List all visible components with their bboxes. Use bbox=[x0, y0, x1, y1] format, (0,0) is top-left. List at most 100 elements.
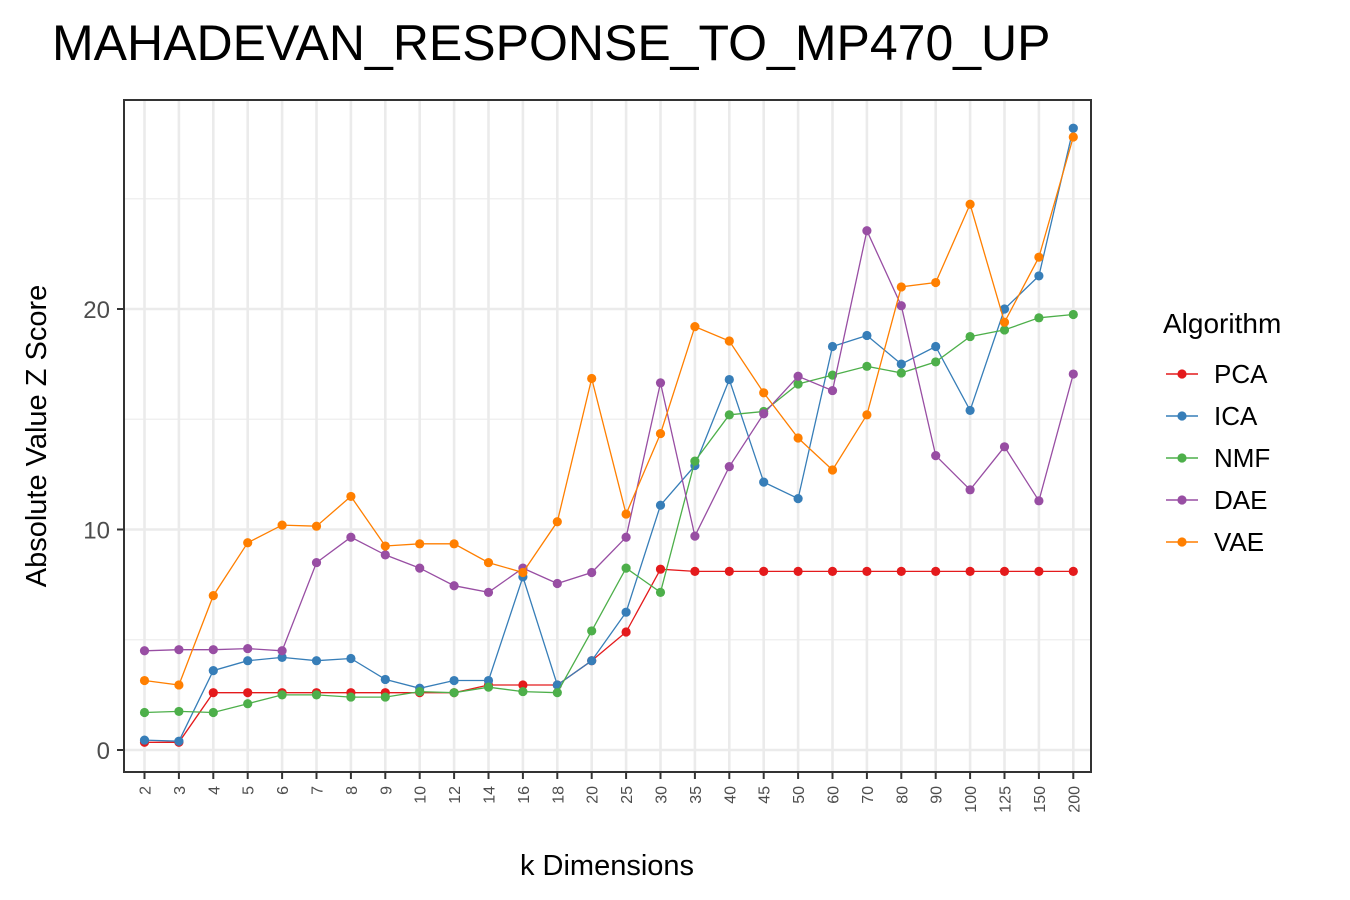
x-tick-label: 125 bbox=[998, 786, 1015, 813]
data-point-dae bbox=[827, 385, 838, 396]
data-point-ica bbox=[311, 656, 322, 666]
data-point-ica bbox=[139, 735, 150, 745]
x-tick-label: 30 bbox=[654, 786, 671, 804]
legend-title: Algorithm bbox=[1163, 308, 1281, 339]
data-point-nmf bbox=[1068, 309, 1078, 320]
legend-key-point bbox=[1177, 411, 1187, 421]
data-point-nmf bbox=[139, 707, 150, 718]
legend-label: NMF bbox=[1214, 443, 1270, 473]
series-line-pca bbox=[144, 568, 1074, 743]
data-point-pca bbox=[862, 566, 872, 576]
data-point-nmf bbox=[621, 563, 631, 573]
series-line-vae bbox=[144, 136, 1074, 686]
x-tick-label: 40 bbox=[722, 786, 739, 804]
data-point-vae bbox=[174, 680, 184, 690]
x-tick-label: 7 bbox=[310, 786, 327, 795]
x-tick-label: 50 bbox=[791, 786, 808, 804]
data-point-vae bbox=[621, 509, 631, 519]
data-point-pca bbox=[655, 564, 666, 574]
series-line-ica bbox=[144, 128, 1074, 742]
data-point-ica bbox=[277, 652, 287, 662]
data-point-pca bbox=[999, 566, 1010, 576]
chart-title: MAHADEVAN_RESPONSE_TO_MP470_UP bbox=[52, 15, 1051, 71]
legend-key-point bbox=[1177, 495, 1187, 505]
x-tick-label: 9 bbox=[378, 786, 395, 795]
legend-label: PCA bbox=[1214, 359, 1268, 389]
data-point-vae bbox=[243, 538, 253, 548]
data-point-vae bbox=[208, 591, 218, 601]
data-point-pca bbox=[243, 688, 253, 698]
data-point-vae bbox=[139, 675, 150, 686]
data-point-pca bbox=[1068, 566, 1078, 576]
data-point-nmf bbox=[243, 699, 253, 709]
data-point-nmf bbox=[552, 688, 562, 698]
x-tick-label: 10 bbox=[413, 786, 430, 804]
legend-key-point bbox=[1177, 453, 1187, 463]
data-point-pca bbox=[931, 566, 941, 576]
x-tick-label: 18 bbox=[550, 786, 567, 804]
data-point-nmf bbox=[931, 357, 941, 367]
data-point-dae bbox=[793, 371, 803, 381]
data-point-ica bbox=[965, 405, 975, 416]
legend-item-dae: DAE bbox=[1166, 485, 1267, 515]
data-point-dae bbox=[655, 378, 666, 388]
data-point-dae bbox=[277, 646, 287, 656]
data-point-ica bbox=[827, 341, 838, 352]
data-point-nmf bbox=[311, 690, 322, 700]
data-point-vae bbox=[965, 199, 975, 209]
x-tick-label: 60 bbox=[826, 786, 843, 804]
data-point-dae bbox=[931, 451, 941, 461]
data-point-pca bbox=[793, 566, 803, 576]
series-line-dae bbox=[144, 228, 1074, 652]
data-point-dae bbox=[483, 587, 494, 597]
series-nmf bbox=[139, 309, 1078, 718]
data-point-ica bbox=[1068, 123, 1078, 133]
data-point-pca bbox=[896, 566, 906, 576]
data-point-ica bbox=[380, 674, 390, 685]
x-tick-label: 4 bbox=[206, 786, 223, 795]
data-point-vae bbox=[759, 388, 769, 398]
data-point-dae bbox=[621, 532, 631, 542]
data-point-dae bbox=[862, 226, 872, 236]
data-point-ica bbox=[931, 341, 941, 352]
data-point-nmf bbox=[346, 692, 356, 702]
legend-item-vae: VAE bbox=[1166, 527, 1264, 557]
legend-key-point bbox=[1177, 369, 1187, 379]
data-point-nmf bbox=[449, 688, 459, 698]
data-point-vae bbox=[518, 567, 528, 578]
data-point-pca bbox=[827, 566, 838, 576]
data-point-dae bbox=[415, 563, 425, 573]
data-point-vae bbox=[587, 373, 597, 384]
legend-label: VAE bbox=[1214, 527, 1264, 557]
data-point-vae bbox=[827, 465, 838, 475]
data-point-vae bbox=[346, 491, 356, 502]
data-point-vae bbox=[862, 410, 872, 420]
data-point-vae bbox=[449, 539, 459, 549]
x-tick-label: 70 bbox=[860, 786, 877, 804]
data-point-ica bbox=[483, 675, 494, 686]
x-tick-label: 8 bbox=[344, 786, 361, 795]
data-point-dae bbox=[243, 643, 253, 654]
data-point-nmf bbox=[724, 410, 734, 420]
data-point-vae bbox=[896, 282, 906, 292]
x-tick-label: 6 bbox=[275, 786, 292, 795]
data-point-dae bbox=[449, 581, 459, 591]
y-tick-label: 10 bbox=[83, 518, 110, 545]
data-point-pca bbox=[1034, 566, 1044, 576]
data-point-ica bbox=[862, 330, 872, 341]
data-point-nmf bbox=[380, 692, 390, 702]
grid-lines bbox=[124, 100, 1091, 772]
x-tick-label: 45 bbox=[757, 786, 774, 804]
data-point-ica bbox=[243, 656, 253, 666]
legend-item-nmf: NMF bbox=[1166, 443, 1270, 473]
data-point-ica bbox=[174, 736, 184, 746]
data-point-pca bbox=[208, 688, 218, 698]
legend-item-pca: PCA bbox=[1166, 359, 1268, 389]
data-point-dae bbox=[1034, 496, 1044, 506]
x-tick-label: 90 bbox=[929, 786, 946, 804]
data-point-vae bbox=[793, 433, 803, 443]
series-line-nmf bbox=[144, 313, 1074, 714]
data-point-dae bbox=[139, 646, 150, 656]
data-point-pca bbox=[690, 566, 700, 576]
data-point-nmf bbox=[1034, 313, 1044, 323]
